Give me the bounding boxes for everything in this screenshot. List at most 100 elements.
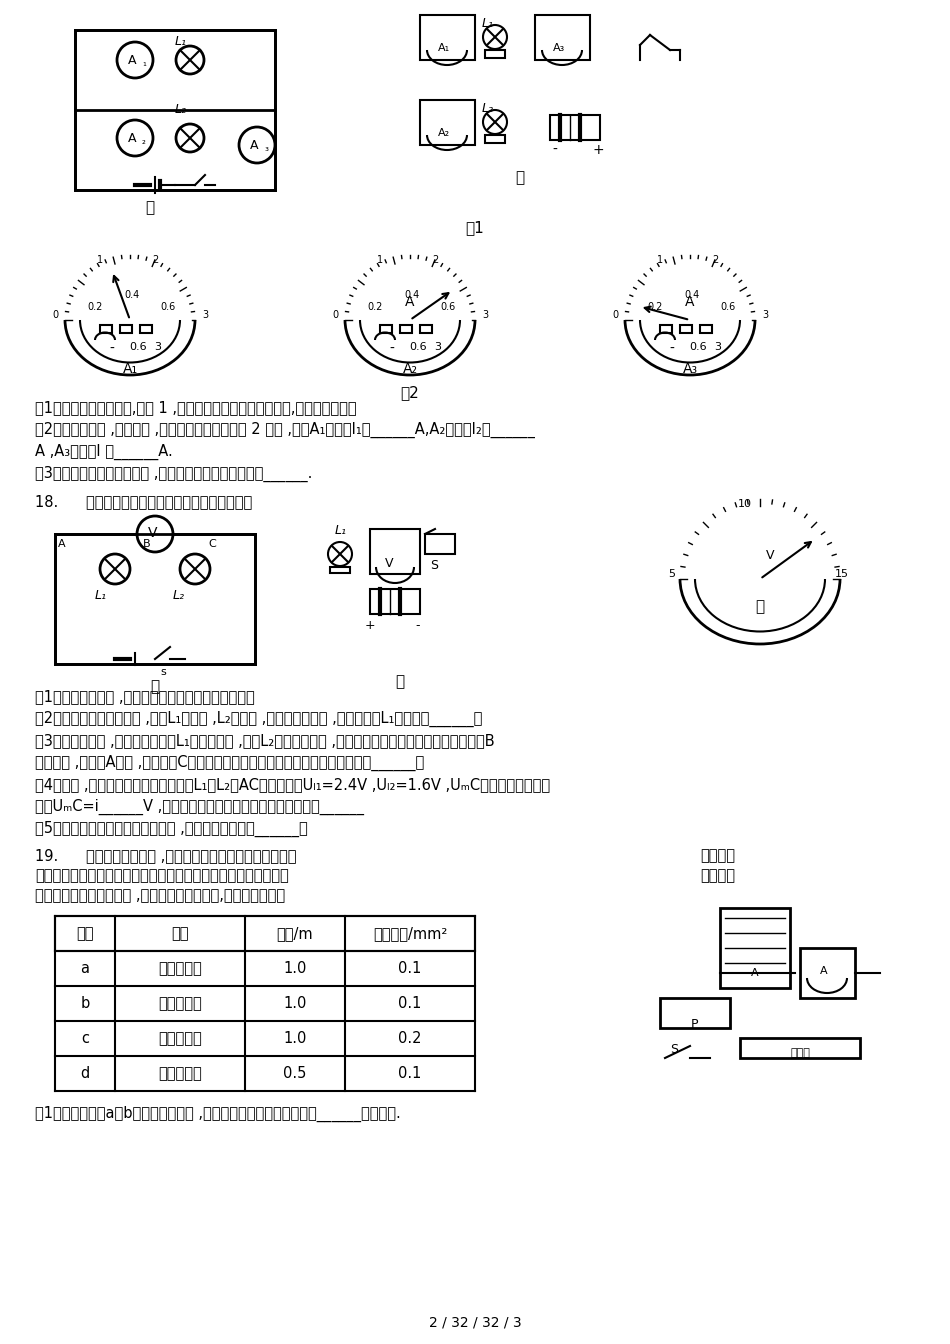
Text: -: - [670, 341, 674, 356]
Text: 0.2: 0.2 [368, 302, 383, 312]
Text: 甲: 甲 [150, 679, 160, 694]
Text: 2 / 32 / 32 / 3: 2 / 32 / 32 / 3 [428, 1316, 522, 1331]
Text: a: a [81, 961, 89, 976]
Text: A₂: A₂ [438, 128, 450, 138]
Text: A: A [58, 539, 66, 548]
Text: 0.2: 0.2 [398, 1031, 422, 1046]
Bar [420, 99, 475, 145]
Text: 横截面积/mm²: 横截面积/mm² [372, 926, 447, 941]
Text: A: A [128, 132, 137, 145]
Bar [75, 30, 275, 190]
Text: A ,A₃的示数I 是______A.: A ,A₃的示数I 是______A. [35, 444, 173, 460]
Text: A: A [685, 294, 694, 309]
Text: ₃: ₃ [264, 142, 268, 153]
Text: 0.2: 0.2 [87, 302, 103, 312]
Text: L₂: L₂ [482, 102, 494, 116]
Text: A: A [128, 54, 137, 67]
Text: 图2: 图2 [401, 384, 419, 401]
Bar [140, 325, 152, 333]
Text: L₁: L₁ [482, 17, 494, 30]
Text: 电阻丝: 电阻丝 [790, 1048, 810, 1058]
Text: （5）此实验依然存在着一定的缺陷 ,你的改良方法是：______。: （5）此实验依然存在着一定的缺陷 ,你的改良方法是：______。 [35, 821, 308, 837]
Bar [485, 50, 505, 58]
Bar [425, 534, 455, 554]
Circle shape [483, 110, 507, 134]
Text: 材料: 材料 [171, 926, 189, 941]
Text: 3: 3 [482, 310, 488, 320]
Bar [550, 116, 600, 140]
Text: 1.0: 1.0 [283, 1031, 307, 1046]
Text: ₂: ₂ [142, 136, 146, 146]
Text: A: A [820, 966, 827, 976]
Bar [370, 589, 420, 614]
Text: 1: 1 [657, 255, 663, 265]
Text: 甲: 甲 [145, 200, 155, 215]
Bar [370, 530, 420, 574]
Text: 长度/m: 长度/m [276, 926, 314, 941]
Text: （1）根据电路图甲 ,用笔代替导线连接实物电路图乙。: （1）根据电路图甲 ,用笔代替导线连接实物电路图乙。 [35, 689, 255, 704]
Text: 1.0: 1.0 [283, 996, 307, 1011]
Text: c: c [81, 1031, 89, 1046]
Text: 0.6: 0.6 [409, 341, 427, 352]
Text: ₁: ₁ [142, 58, 146, 69]
Text: ，他从实验室中选出符合要求的学生电源、滑动变阻器、电流表、: ，他从实验室中选出符合要求的学生电源、滑动变阻器、电流表、 [35, 868, 289, 883]
Text: 3: 3 [762, 310, 768, 320]
Text: A₃: A₃ [553, 43, 565, 52]
Text: S: S [670, 1043, 678, 1056]
Text: 19.      学习了电学知识后 ,小明对影响电阻大小的某些因素进: 19. 学习了电学知识后 ,小明对影响电阻大小的某些因素进 [35, 848, 296, 863]
Circle shape [117, 42, 153, 78]
Bar [55, 917, 475, 952]
Text: L₁: L₁ [95, 589, 107, 602]
Bar [400, 325, 412, 333]
Bar [740, 1038, 860, 1058]
Text: s: s [160, 667, 165, 677]
Text: L₁: L₁ [175, 35, 187, 48]
Bar [485, 134, 505, 142]
Text: 0.5: 0.5 [283, 1066, 307, 1081]
Bar [420, 325, 432, 333]
Text: A₂: A₂ [403, 362, 417, 376]
Circle shape [100, 554, 130, 585]
Text: （4）最后 ,小兰按照正确的方法测出了L₁、L₂、AC之间的电压Uₗ₁=2.4V ,Uₗ₂=1.6V ,UₘC的示数如图丙所示: （4）最后 ,小兰按照正确的方法测出了L₁、L₂、AC之间的电压Uₗ₁=2.4V… [35, 777, 550, 792]
Text: L₂: L₂ [173, 589, 185, 602]
Text: L₂: L₂ [175, 103, 187, 116]
Text: -: - [552, 142, 557, 157]
Text: （1）以笔画线代替导线,如图 1 ,按电路甲把实物图乙连接起来,导线不许交叉。: （1）以笔画线代替导线,如图 1 ,按电路甲把实物图乙连接起来,导线不许交叉。 [35, 401, 356, 415]
Text: 5: 5 [669, 569, 675, 579]
Text: V: V [766, 548, 774, 562]
Text: V: V [385, 556, 393, 570]
Bar [535, 15, 590, 60]
Text: A: A [250, 138, 258, 152]
Bar [660, 325, 672, 333]
Text: 0.1: 0.1 [398, 961, 422, 976]
Text: 0: 0 [612, 310, 618, 320]
Text: S: S [430, 559, 438, 573]
Text: （2）如图甲所示闭合开关 ,发现L₁不发光 ,L₂比拟亮 ,电压表示数为零 ,那么小灯泡L₁的故障是______；: （2）如图甲所示闭合开关 ,发现L₁不发光 ,L₂比拟亮 ,电压表示数为零 ,那… [35, 711, 483, 727]
Text: 0.4: 0.4 [124, 290, 140, 300]
Text: 镍铬合金丝: 镍铬合金丝 [158, 1066, 201, 1081]
Text: （3）排除故障后 ,小兰正确测出了L₁两端的电压 ,在测L₂两端的电压时 ,小兰打算采用以下方法：电压表所接的B: （3）排除故障后 ,小兰正确测出了L₁两端的电压 ,在测L₂两端的电压时 ,小兰… [35, 732, 495, 749]
Text: d: d [81, 1066, 89, 1081]
Text: +: + [592, 142, 603, 157]
Text: 图1: 图1 [466, 220, 484, 235]
Text: 0: 0 [52, 310, 58, 320]
Text: -: - [390, 341, 394, 356]
Text: 编号: 编号 [76, 926, 94, 941]
Text: 3: 3 [714, 341, 721, 352]
Circle shape [176, 46, 204, 74]
Text: （1）选用电阻丝a、b分别接入电路中 ,是为了探究电阻大小跟导体的______是否有关.: （1）选用电阻丝a、b分别接入电路中 ,是为了探究电阻大小跟导体的______是… [35, 1106, 401, 1122]
Text: 1.0: 1.0 [283, 961, 307, 976]
Text: 0.6: 0.6 [441, 302, 456, 312]
Circle shape [137, 516, 173, 552]
Text: 2: 2 [152, 255, 158, 265]
Text: 0.6: 0.6 [129, 341, 147, 352]
Bar [700, 325, 712, 333]
Text: 2: 2 [712, 255, 718, 265]
Text: 镍铬合金丝: 镍铬合金丝 [158, 1031, 201, 1046]
Text: +: + [365, 620, 375, 632]
Text: （2）连完电路后 ,闭合开关 ,三个电流表的示数如图 2 所示 ,那么A₁的示数I₁是______A,A₂的示数I₂是______: （2）连完电路后 ,闭合开关 ,三个电流表的示数如图 2 所示 ,那么A₁的示数… [35, 422, 535, 438]
Text: 1: 1 [97, 255, 103, 265]
Bar [800, 948, 855, 999]
Text: 3: 3 [434, 341, 442, 352]
Bar [100, 325, 112, 333]
